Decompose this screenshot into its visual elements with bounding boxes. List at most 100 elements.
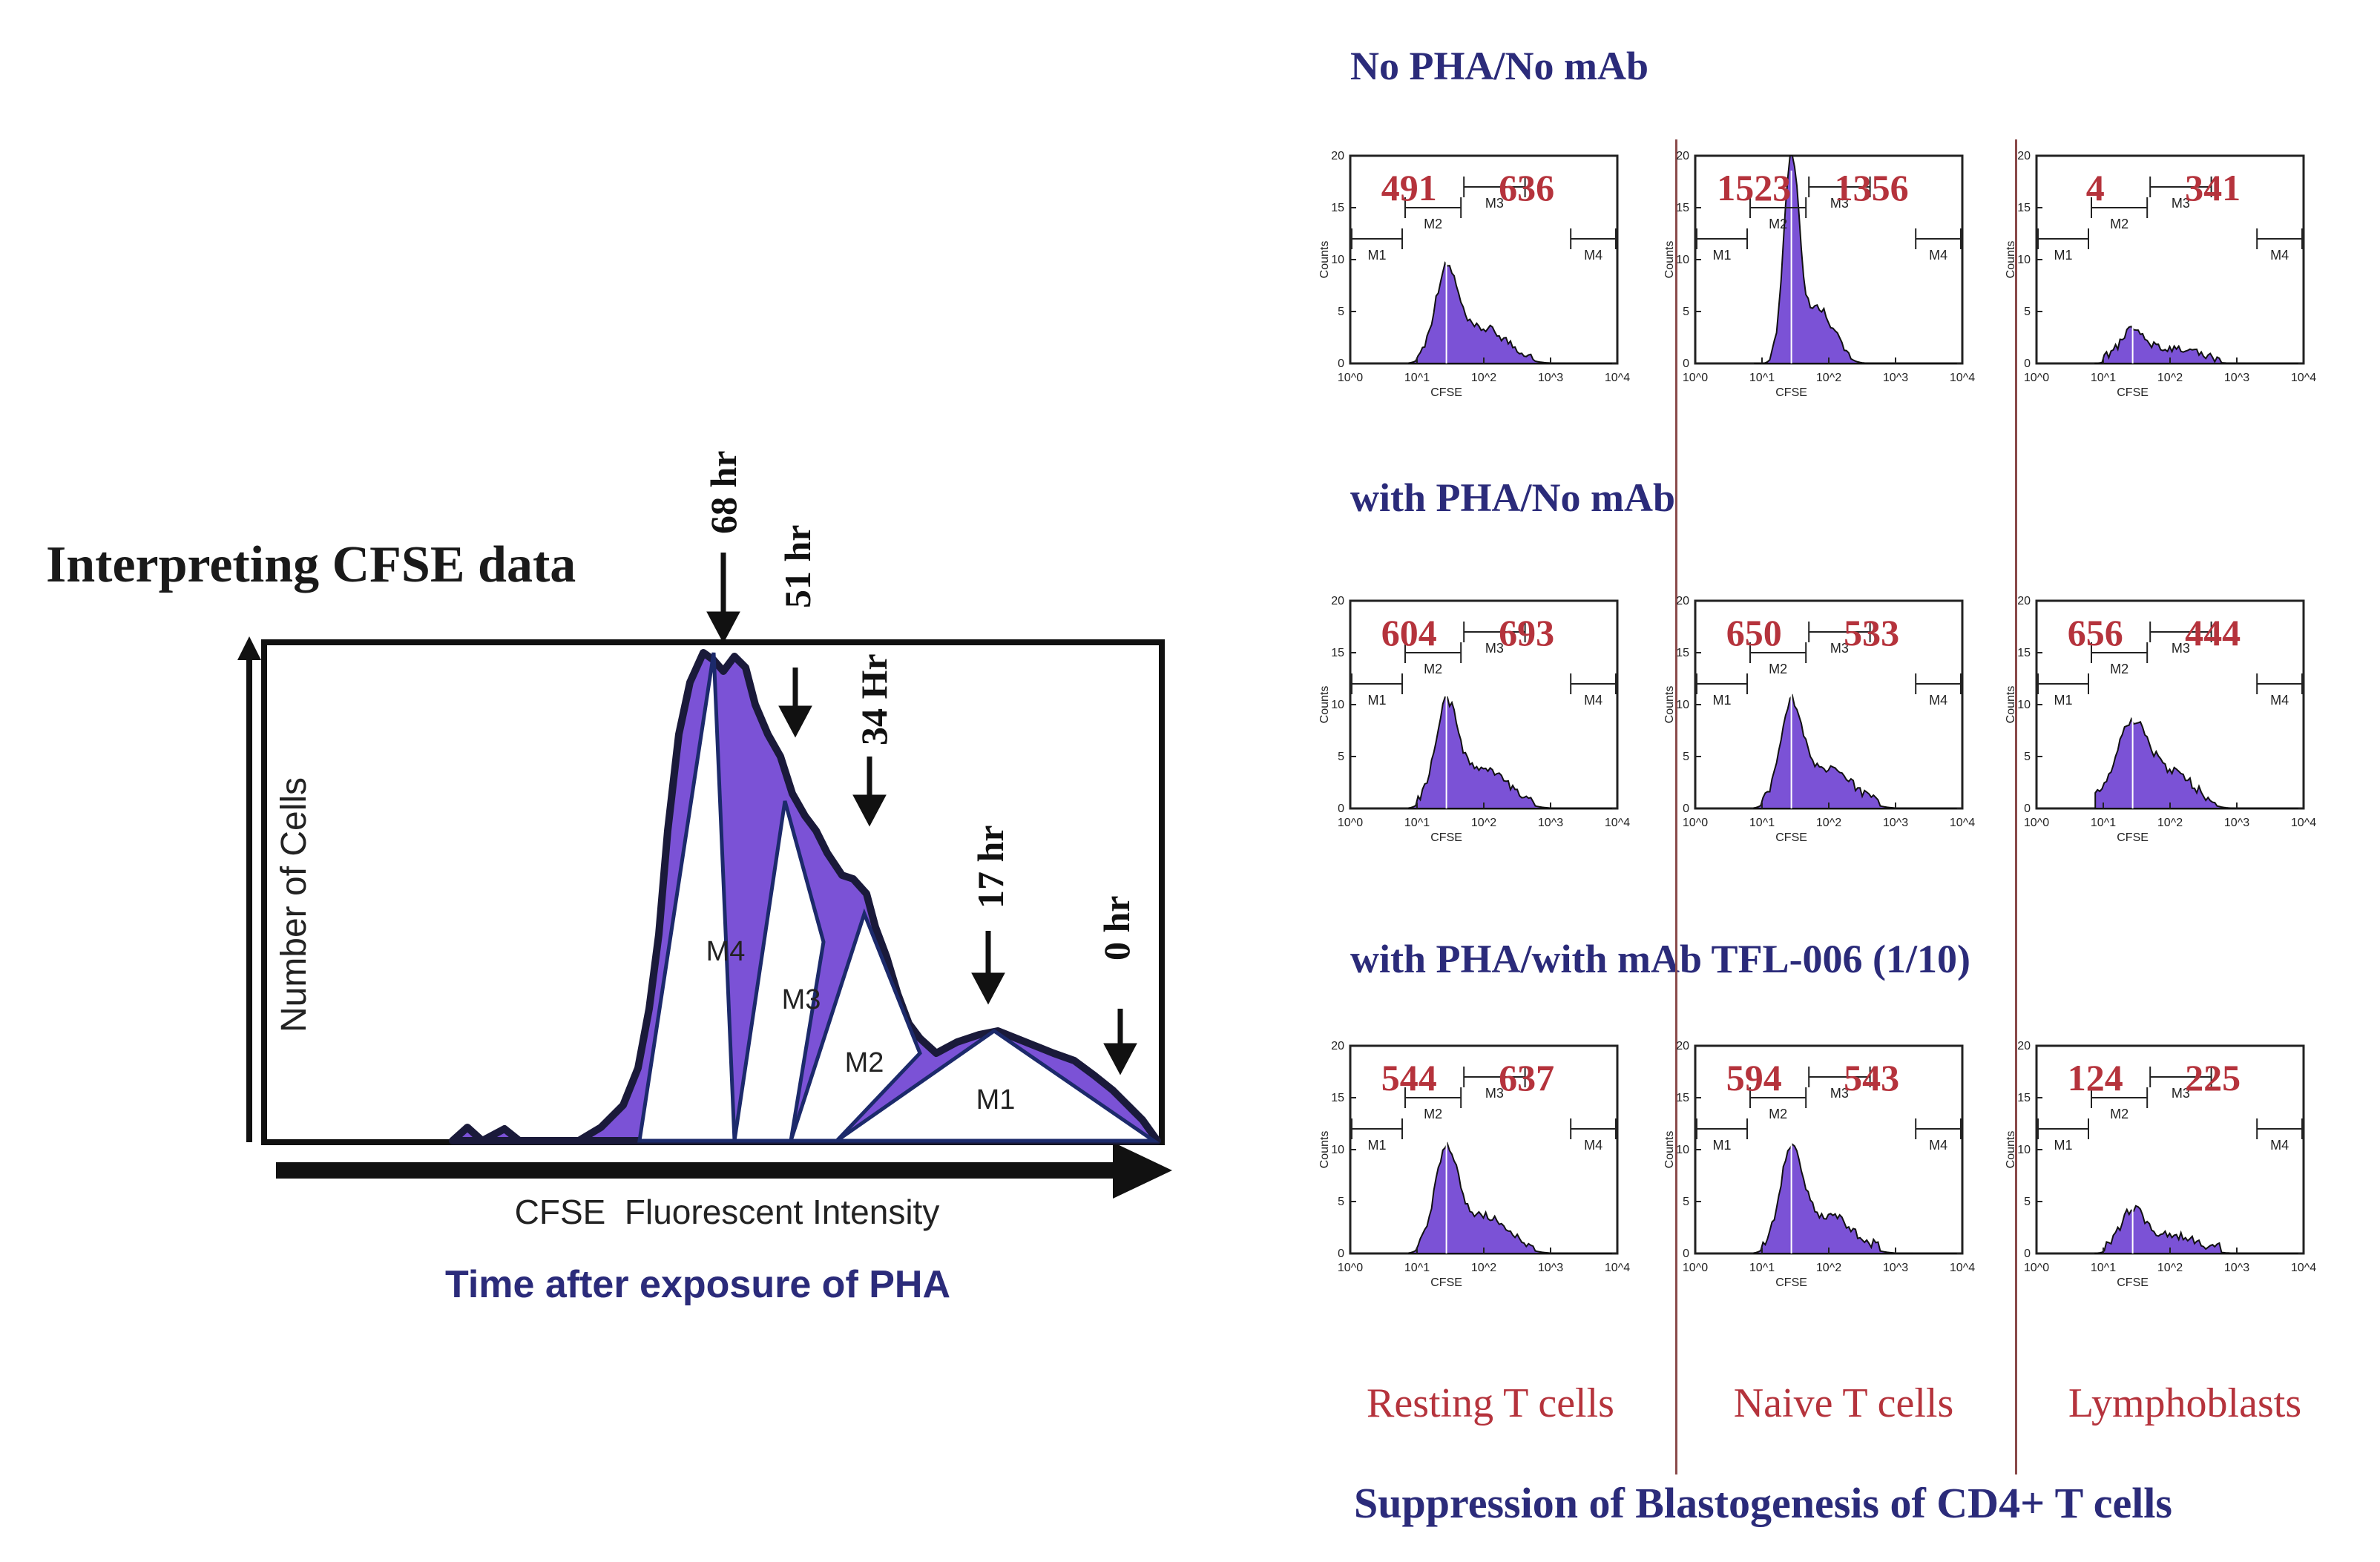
gate-label: M2 — [2110, 217, 2128, 231]
histogram-area — [2094, 716, 2298, 809]
y-tick-label: 5 — [1338, 751, 1344, 763]
y-tick-label: 20 — [1676, 1040, 1689, 1052]
x-tick-label: 10^4 — [1950, 817, 1975, 829]
left-chart-caption: Time after exposure of PHA — [445, 1263, 951, 1306]
y-axis-label: Counts — [2005, 686, 2017, 724]
left-y-axis-label: Number of Cells — [275, 777, 314, 1032]
y-tick-label: 0 — [1338, 803, 1344, 815]
column-separator-2 — [2015, 139, 2017, 1474]
gate-label: M4 — [1584, 248, 1602, 263]
x-tick-label: 10^0 — [2024, 372, 2049, 384]
gate-label: M3 — [1485, 196, 1504, 211]
gate-label: M1 — [1367, 1138, 1386, 1153]
gate-label: M4 — [1584, 693, 1602, 708]
gate-label: M3 — [1830, 1086, 1849, 1101]
x-tick-label: 10^3 — [1538, 372, 1563, 384]
x-tick-label: 10^3 — [1883, 372, 1908, 384]
y-tick-label: 0 — [1338, 1248, 1344, 1260]
y-tick-label: 20 — [2017, 1040, 2031, 1052]
gate-label: M3 — [2172, 1086, 2190, 1101]
y-tick-label: 10 — [2017, 1144, 2031, 1156]
x-tick-label: 10^2 — [1471, 372, 1496, 384]
gate-label: M1 — [1367, 693, 1386, 708]
x-axis-label: CFSE — [1430, 386, 1462, 399]
y-tick-label: 0 — [2024, 1248, 2031, 1260]
histogram-area — [1408, 261, 1612, 364]
y-axis-label: Counts — [1663, 686, 1676, 724]
right-count-value: 444 — [2185, 612, 2241, 653]
x-tick-label: 10^3 — [1883, 817, 1908, 829]
y-axis-label: Counts — [1318, 241, 1331, 279]
x-tick-label: 10^4 — [2291, 817, 2316, 829]
y-tick-label: 10 — [1331, 254, 1344, 266]
histogram-area — [1753, 693, 1957, 809]
column-label-naive: Naive T cells — [1733, 1380, 1954, 1426]
x-tick-label: 10^1 — [1749, 1262, 1775, 1274]
x-tick-label: 10^4 — [1950, 1262, 1975, 1274]
x-tick-label: 10^0 — [1683, 817, 1708, 829]
y-axis-arrowhead — [237, 636, 261, 660]
x-tick-label: 10^4 — [1605, 1262, 1630, 1274]
y-axis-label: Counts — [2005, 1131, 2017, 1169]
x-tick-label: 10^1 — [1404, 817, 1430, 829]
histogram-area — [2094, 326, 2298, 364]
y-tick-label: 5 — [1683, 306, 1689, 318]
gate-m4-label: M4 — [706, 936, 746, 967]
gate-label: M4 — [2270, 248, 2289, 263]
right-count-value: 1356 — [1835, 167, 1909, 208]
left-count-value: 650 — [1726, 612, 1782, 653]
column-separator-1 — [1675, 139, 1677, 1474]
x-axis-label: CFSE — [1775, 831, 1807, 844]
y-tick-label: 20 — [1331, 150, 1344, 162]
x-tick-label: 10^1 — [1749, 372, 1775, 384]
histogram-panel: M1 M2 M3 M4 0 5 10 15 20 Counts 10^0 10^1 10^2 10^3 10… — [2005, 1040, 2316, 1289]
histogram-panel: M1 M2 M3 M4 0 5 10 15 20 Counts 10^0 10^1 10^2 10^3 10… — [2005, 150, 2316, 399]
x-tick-label: 10^2 — [1471, 1262, 1496, 1274]
left-count-value: 124 — [2068, 1057, 2123, 1098]
x-tick-label: 10^0 — [1338, 1262, 1363, 1274]
left-count-value: 4 — [2086, 167, 2105, 208]
x-axis-label: CFSE — [1430, 1276, 1462, 1289]
x-tick-label: 10^2 — [1816, 817, 1841, 829]
x-tick-label: 10^1 — [1404, 372, 1430, 384]
x-tick-label: 10^2 — [1816, 372, 1841, 384]
x-tick-label: 10^0 — [2024, 817, 2049, 829]
gate-label: M2 — [1424, 1107, 1442, 1121]
y-tick-label: 10 — [1676, 1144, 1689, 1156]
y-tick-label: 15 — [2017, 1092, 2031, 1104]
gate-m1-triangle — [831, 1028, 1160, 1143]
gate-m1-label: M1 — [976, 1084, 1016, 1116]
arrow-51hr-head — [778, 705, 812, 738]
condition-title-row-2: with PHA/No mAb — [1350, 475, 1676, 520]
x-tick-label: 10^0 — [1338, 817, 1363, 829]
histogram-panel: M1 M2 M3 M4 0 5 10 15 20 Counts 10^0 10^1 10^2 10^3 10… — [1663, 1040, 1975, 1289]
gate-label: M2 — [1424, 662, 1442, 676]
histogram-panel: M1 M2 M3 M4 0 5 10 15 20 Counts 10^0 10^1 10^2 10^3 10… — [1663, 150, 1975, 399]
gate-label: M3 — [1830, 196, 1849, 211]
x-tick-label: 10^0 — [2024, 1262, 2049, 1274]
histogram-area — [2094, 1205, 2298, 1254]
x-tick-label: 10^4 — [2291, 372, 2316, 384]
y-tick-label: 0 — [1683, 357, 1689, 370]
y-tick-label: 15 — [1676, 1092, 1689, 1104]
y-tick-label: 20 — [1676, 150, 1689, 162]
y-tick-label: 15 — [1676, 202, 1689, 214]
right-count-value: 636 — [1499, 167, 1554, 208]
x-tick-label: 10^3 — [1538, 817, 1563, 829]
y-axis-label: Counts — [1663, 241, 1676, 279]
x-tick-label: 10^4 — [2291, 1262, 2316, 1274]
right-count-value: 225 — [2185, 1057, 2241, 1098]
gate-label: M2 — [1424, 217, 1442, 231]
gate-label: M3 — [1485, 1086, 1504, 1101]
x-tick-label: 10^2 — [2157, 372, 2183, 384]
right-count-value: 637 — [1499, 1057, 1554, 1098]
y-tick-label: 10 — [1331, 1144, 1344, 1156]
time-label-34hr: 34 Hr — [853, 653, 895, 745]
gate-label: M4 — [1929, 1138, 1947, 1153]
y-tick-label: 5 — [1683, 751, 1689, 763]
histogram-area — [1408, 696, 1612, 809]
x-axis-label: CFSE — [2117, 831, 2149, 844]
y-axis-label: Counts — [2005, 241, 2017, 279]
y-tick-label: 0 — [2024, 357, 2031, 370]
